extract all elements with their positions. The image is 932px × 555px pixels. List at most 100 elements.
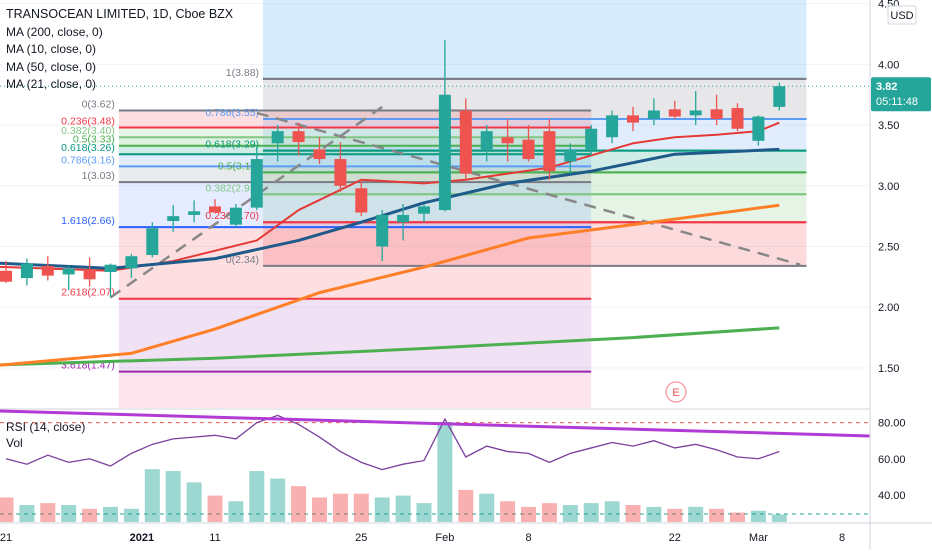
fib-zone [118, 182, 592, 228]
volume-bar [40, 503, 56, 522]
ma-line-1 [0, 121, 780, 272]
volume-bar [374, 497, 390, 522]
fib-label: 0.5(3.33) [73, 134, 115, 146]
time-tick-label: Feb [435, 532, 454, 544]
rsi-line [5, 414, 780, 471]
volume-bar [416, 503, 432, 522]
currency-label: USD [887, 5, 917, 25]
trendline-dashed [109, 105, 383, 299]
indicator-ma21[interactable]: MA (21, close, 0) [6, 77, 97, 91]
candle-body [125, 256, 138, 269]
ma-line-0 [0, 326, 780, 367]
fib-label: 0.236(3.48) [61, 116, 115, 128]
volume-bar [521, 506, 536, 522]
volume-bar [144, 469, 160, 522]
price-badge-bg [871, 77, 931, 112]
volume-bar [332, 493, 348, 522]
candle-body [83, 269, 96, 280]
candle-body [271, 131, 284, 144]
time-tick-label: 2021 [130, 532, 154, 544]
fib-label: 2.618(2.07) [61, 287, 115, 299]
fib-zone [263, 0, 807, 79]
fib-label: 1.618(2.66) [61, 215, 115, 227]
volume-bar [103, 506, 118, 522]
candle-body [543, 131, 556, 172]
volume-bar [437, 422, 453, 522]
volume-bar [353, 493, 369, 522]
candle-body [397, 214, 410, 223]
volume-bar [312, 497, 327, 522]
volume-bar [19, 505, 35, 522]
candle-body [522, 139, 535, 160]
volume-bar [562, 505, 578, 522]
symbol-title[interactable]: TRANSOCEAN LIMITED, 1D, Cboe BZX [6, 7, 234, 21]
price-tick-label: 2.50 [878, 242, 899, 254]
price-tick-label: 4.50 [878, 0, 899, 11]
volume-bar [0, 497, 14, 522]
indicator-ma200[interactable]: MA (200, close, 0) [6, 24, 103, 39]
candle-body [501, 137, 514, 144]
price-tick-label: 1.50 [878, 363, 899, 375]
price-tick-label: 4.00 [878, 59, 899, 71]
volume-bar [186, 482, 202, 522]
candle-body [752, 116, 765, 141]
fib-label: 0.382(3.40) [61, 125, 115, 137]
volume-bar [583, 503, 599, 522]
time-tick-label: 11 [209, 532, 220, 544]
time-tick-label: 25 [355, 532, 367, 544]
volume-bar [688, 506, 704, 522]
volume-bar [82, 508, 98, 522]
candle-body [41, 265, 54, 276]
fib-label: 0.382(2.93) [205, 182, 259, 194]
time-tick-label: 21 [0, 532, 12, 544]
indicator-vol[interactable]: Vol [6, 436, 23, 450]
rsi-legend: RSI (14, close) Vol [6, 419, 85, 451]
fib-label: 0.618(3.29) [205, 139, 259, 151]
earnings-marker-letter: E [672, 387, 679, 399]
fib-label: 0(3.62) [82, 99, 115, 111]
fib-zone [118, 166, 592, 183]
candle-body [146, 228, 159, 255]
rsi-tick-label: 40.00 [878, 490, 906, 502]
volume-bar [730, 512, 745, 522]
candle-body [647, 110, 660, 119]
candle-body [376, 214, 389, 247]
candle-body [438, 94, 451, 211]
price-badge-countdown: 05:11:48 [876, 96, 918, 108]
candle-body [480, 131, 493, 150]
volume-bar [228, 501, 244, 522]
candle-body [62, 268, 75, 275]
chart-legend: TRANSOCEAN LIMITED, 1D, Cboe BZX MA (200… [6, 6, 233, 94]
volume-bar [207, 495, 223, 522]
fib-label: 0.786(3.16) [61, 154, 115, 166]
candle-body [250, 159, 263, 208]
candle-body [418, 206, 430, 214]
last-price-badge: 3.82 05:11:48 [871, 77, 931, 112]
time-tick-label: Mar [749, 532, 768, 544]
candle-body [167, 216, 180, 221]
indicator-ma50[interactable]: MA (50, close, 0) [6, 59, 97, 74]
indicator-rsi[interactable]: RSI (14, close) [6, 420, 86, 434]
volume-bar [291, 486, 307, 522]
price-tick-label: 3.00 [878, 181, 899, 193]
fib-zone [118, 371, 592, 408]
ma-line-2 [0, 203, 780, 367]
price-tick-label: 3.50 [878, 120, 899, 132]
candle-body [20, 263, 33, 279]
volume-bar [395, 495, 411, 522]
fib-zone [263, 194, 807, 223]
volume-bar [500, 501, 516, 522]
volume-bar [165, 471, 181, 522]
time-tick-label: 8 [839, 532, 845, 544]
candle-body [710, 109, 723, 119]
rsi-tick-label: 80.00 [878, 418, 906, 430]
indicator-ma10[interactable]: MA (10, close, 0) [6, 42, 97, 56]
volume-bar [646, 506, 662, 522]
time-tick-label: 22 [669, 532, 681, 544]
volume-bar [750, 510, 766, 522]
candle-body [564, 149, 577, 162]
volume-bar [458, 489, 474, 522]
price-badge-value: 3.82 [876, 81, 897, 93]
